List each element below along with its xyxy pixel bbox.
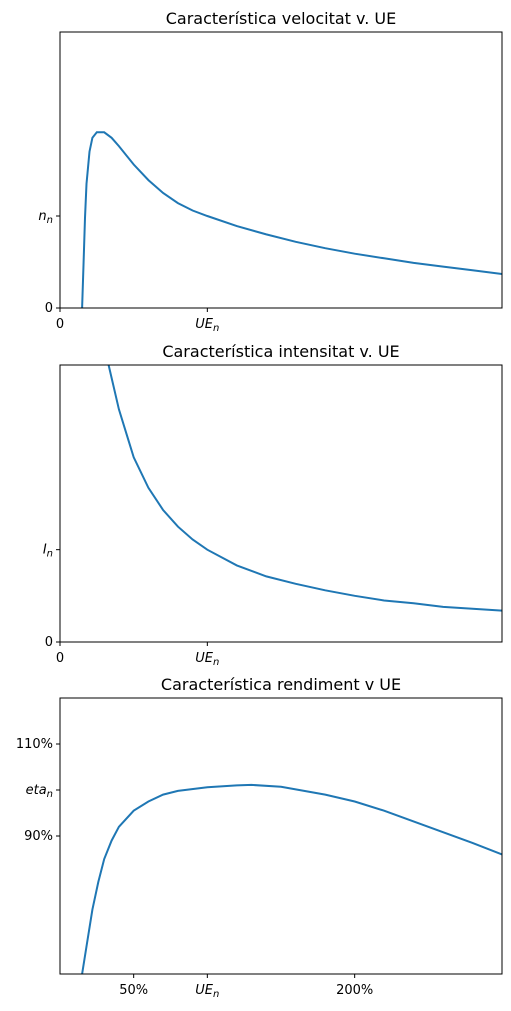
x-tick-label-200: 200% [336, 983, 373, 998]
chart-3: Característica rendiment v UE 50% UEn 200% 9… [16, 675, 503, 1000]
x-tick-label-ue: UEn [195, 983, 219, 1000]
plot-area [59, 697, 503, 975]
chart-2: Característica intensitat v. UE 0 UEn 0 In [43, 342, 503, 668]
chart-title: Característica rendiment v UE [161, 675, 401, 694]
y-tick-label-i: In [43, 543, 53, 560]
x-tick-label-50: 50% [119, 983, 148, 998]
chart-title: Característica intensitat v. UE [162, 342, 399, 361]
y-tick-label-90: 90% [24, 829, 53, 844]
x-tick-label-ue: UEn [195, 317, 219, 334]
series-line-1 [107, 365, 502, 612]
y-tick-label-110: 110% [16, 737, 53, 752]
chart-1: Característica velocitat v. UE 0 UEn 0 nn [38, 9, 503, 334]
y-tick-label-eta: etan [26, 783, 53, 800]
plot-area [59, 31, 503, 309]
x-tick-label-0: 0 [56, 317, 64, 332]
series-line-1 [81, 783, 502, 974]
y-tick-label-0: 0 [45, 301, 53, 316]
y-tick-label-n: nn [38, 209, 53, 226]
series-line-1 [81, 131, 502, 308]
y-tick-label-0: 0 [45, 635, 53, 650]
plot-area [59, 364, 503, 643]
x-tick-label-0: 0 [56, 651, 64, 666]
x-tick-label-ue: UEn [195, 651, 219, 668]
chart-title: Característica velocitat v. UE [166, 9, 396, 28]
